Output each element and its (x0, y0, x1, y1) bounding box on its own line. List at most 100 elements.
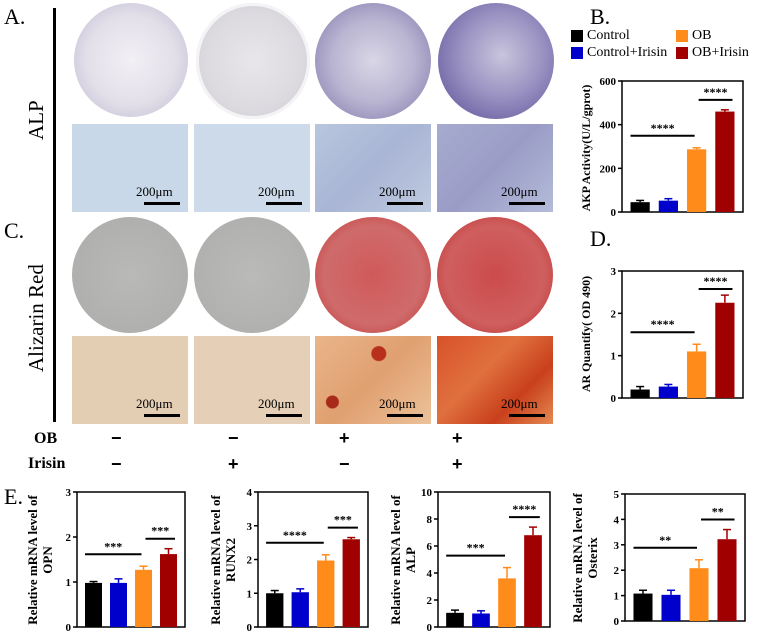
y-tick-label: 1 (66, 577, 72, 589)
ar-dish-ob (315, 217, 431, 333)
bar-ob-irisin (715, 111, 735, 212)
y-tick-label: 2 (614, 565, 620, 577)
scale-bar-label: 200μm (501, 184, 538, 199)
y-tick-label: 200 (600, 163, 617, 175)
y-tick-label: 400 (600, 120, 617, 132)
bar-control-irisin (658, 386, 678, 398)
bar-control (446, 612, 464, 627)
significance-stars: **** (704, 85, 728, 99)
y-tick-label: 1 (247, 588, 253, 600)
scale-bar-label: 200μm (258, 396, 295, 411)
bar-control (630, 202, 650, 212)
ar-dish-control-irisin (194, 217, 310, 333)
scale-bar-label: 200μm (136, 396, 173, 411)
alp-micrograph-control: 200μm (72, 124, 188, 212)
legend-item-ob: OB (676, 28, 711, 44)
y-tick-label: 3 (66, 487, 72, 499)
irisin-sign-ob-irisin: + (452, 454, 463, 474)
bar-ob-irisin (160, 554, 177, 627)
scale-bar (266, 202, 302, 205)
bar-ob (135, 569, 152, 627)
scale-bar-label: 200μm (501, 396, 538, 411)
significance-stars: *** (104, 539, 122, 553)
plot-frame (621, 80, 744, 213)
scale-bar (509, 202, 545, 205)
alp-dish-ob-irisin (438, 3, 554, 119)
ar-dish-control (72, 217, 188, 333)
y-tick-label: 1 (614, 591, 620, 603)
alizarin-stain-label: Alizarin Red (24, 264, 48, 372)
y-axis-label: AKP Activity(U/L/gprot) (579, 85, 593, 212)
legend-label: Control+Irisin (587, 45, 668, 60)
bar-ob (687, 149, 707, 212)
bar-ob-irisin (717, 539, 737, 621)
ob-sign-ob: + (339, 428, 350, 448)
scale-bar-label: 200μm (379, 184, 416, 199)
significance-stars: *** (334, 513, 352, 527)
irisin-sign-ob: − (339, 454, 350, 474)
y-tick-label: 8 (427, 514, 433, 526)
legend-swatch-control (571, 30, 583, 42)
y-tick-label: 2 (427, 595, 433, 607)
ob-sign-control-irisin: − (228, 428, 239, 448)
significance-stars: **** (512, 502, 536, 516)
scale-bar (144, 414, 180, 417)
bar-ob (687, 351, 707, 398)
chart-ar-quantify: 0 1 2 3 **** **** AR Quantify( OD 490) (579, 266, 744, 405)
bar-ob-irisin (342, 539, 360, 627)
plot-frame (621, 270, 744, 399)
legend-item-control-irisin: Control+Irisin (571, 45, 667, 61)
panel-e-label: E. (4, 484, 23, 509)
significance-stars: *** (467, 541, 485, 555)
plot-frame (624, 493, 746, 622)
significance-stars: ** (659, 533, 671, 547)
y-tick-label: 600 (600, 76, 617, 88)
y-tick-label: 2 (66, 532, 72, 544)
panel-d-label: D. (590, 226, 612, 251)
alp-stain-label: ALP (24, 100, 48, 140)
y-tick-label: 10 (421, 487, 433, 499)
y-axis-label-gene: OPN (40, 546, 55, 574)
scale-bar-label: 200μm (136, 184, 173, 199)
ar-micrograph-control-irisin: 200μm (194, 336, 310, 424)
panel-a-label: A. (4, 4, 26, 29)
scale-bar-label: 200μm (379, 396, 416, 411)
bar-control (266, 593, 284, 627)
y-tick-label: 5 (614, 489, 620, 501)
significance-stars: **** (283, 528, 307, 542)
alp-micrograph-control-irisin: 200μm (194, 124, 310, 212)
bar-ob-irisin (524, 535, 542, 627)
y-tick-label: 4 (614, 514, 620, 526)
significance-stars: *** (151, 524, 169, 538)
y-tick-label: 6 (427, 541, 433, 553)
ar-micrograph-control: 200μm (72, 336, 188, 424)
chart-osterix: 0 1 2 3 4 5 ** ** Relative mRNA level of Osterix (570, 489, 746, 628)
scale-bar (387, 414, 423, 417)
panel-c-label: C. (4, 218, 25, 243)
y-tick-label: 0 (611, 393, 617, 405)
y-axis-label: Relative mRNA level of (208, 495, 223, 625)
y-axis-label-gene: Osterix (585, 537, 600, 579)
legend-swatch-control-irisin (571, 47, 583, 59)
bar-ob (498, 578, 516, 627)
y-axis-label: Relative mRNA level of (388, 495, 403, 625)
legend-label: Control (587, 28, 630, 43)
condition-label-irisin: Irisin (28, 455, 66, 472)
ob-sign-ob-irisin: + (452, 428, 463, 448)
irisin-sign-control-irisin: + (228, 454, 239, 474)
y-tick-label: 3 (247, 521, 253, 533)
legend-swatch-ob-irisin (676, 47, 688, 59)
significance-stars: **** (704, 274, 728, 288)
scale-bar-label: 200μm (258, 184, 295, 199)
group-divider-bar (53, 8, 56, 422)
y-tick-label: 3 (611, 266, 617, 278)
alp-micrograph-ob: 200μm (315, 124, 431, 212)
bar-control-irisin (472, 613, 490, 627)
y-axis-label: AR Quantify( OD 490) (579, 276, 593, 392)
scale-bar (387, 202, 423, 205)
bar-control-irisin (661, 594, 681, 621)
ob-sign-control: − (111, 428, 122, 448)
legend-item-control: Control (571, 28, 630, 44)
bar-control (630, 389, 650, 398)
